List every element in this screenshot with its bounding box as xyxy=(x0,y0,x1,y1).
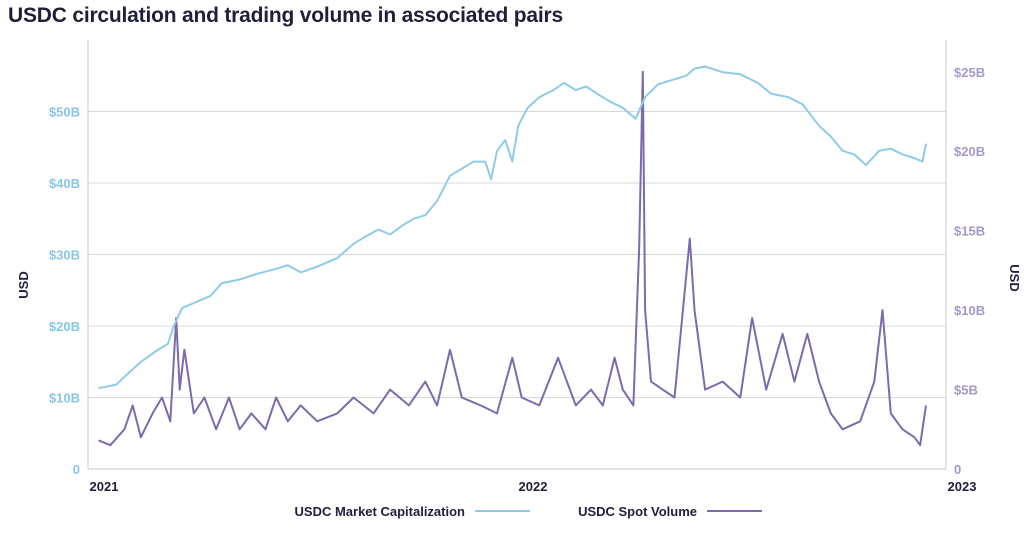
chart-title: USDC circulation and trading volume in a… xyxy=(8,4,563,27)
y-axis-left-title: USD xyxy=(16,271,31,298)
y-right-tick-label: $20B xyxy=(954,144,985,159)
legend-label: USDC Spot Volume xyxy=(578,504,697,519)
legend: USDC Market Capitalization USDC Spot Volu… xyxy=(295,504,762,519)
y-left-tick-label: $50B xyxy=(49,105,80,120)
tick-labels: 0 $10B $20B $30B $40B $50B 0 $5B $10B $15B $20B $25… xyxy=(49,65,985,494)
y-left-tick-label: $20B xyxy=(49,319,80,334)
series-layer xyxy=(98,65,927,447)
x-tick-label: 2022 xyxy=(519,479,548,494)
y-left-tick-label: $40B xyxy=(49,176,80,191)
y-right-tick-label: $5B xyxy=(954,383,978,398)
x-tick-label: 2023 xyxy=(948,479,977,494)
y-right-tick-label: $15B xyxy=(954,224,985,239)
x-tick-label: 2021 xyxy=(90,479,119,494)
y-right-tick-label: 0 xyxy=(954,462,961,477)
y-axis-right-title: USD xyxy=(1007,264,1022,291)
grid-lines xyxy=(88,111,946,398)
y-left-tick-label: 0 xyxy=(73,462,80,477)
series-spot-volume-line xyxy=(98,70,927,447)
y-right-tick-label: $25B xyxy=(954,65,985,80)
series-market-cap-line xyxy=(98,65,927,390)
y-right-tick-label: $10B xyxy=(954,303,985,318)
legend-label: USDC Market Capitalization xyxy=(295,504,466,519)
y-left-tick-label: $30B xyxy=(49,248,80,263)
axes xyxy=(87,40,947,470)
y-left-tick-label: $10B xyxy=(49,391,80,406)
